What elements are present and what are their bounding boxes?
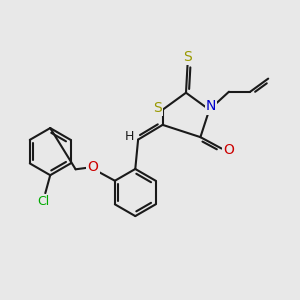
Text: S: S	[153, 101, 162, 115]
Text: S: S	[183, 50, 192, 64]
Text: O: O	[223, 143, 234, 157]
Text: H: H	[124, 130, 134, 143]
Text: N: N	[206, 99, 216, 113]
Text: O: O	[88, 160, 98, 174]
Text: Cl: Cl	[38, 195, 50, 208]
